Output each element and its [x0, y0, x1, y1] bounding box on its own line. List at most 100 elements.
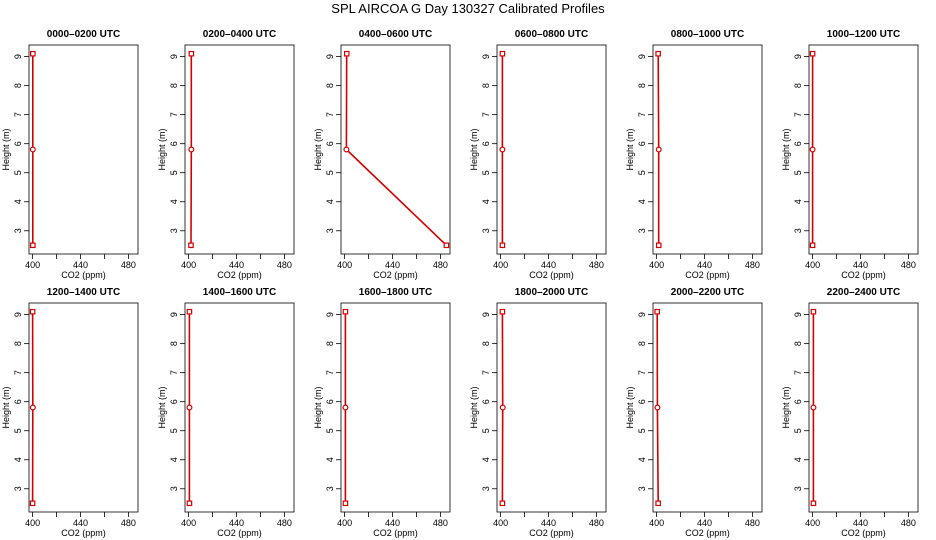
y-tick-label: 8 [481, 83, 491, 88]
y-tick-label: 5 [169, 428, 179, 433]
y-axis-label: Height (m) [313, 128, 323, 170]
y-tick-label: 4 [13, 199, 23, 204]
profile-point [342, 500, 349, 507]
y-tick-label: 4 [637, 457, 647, 462]
x-tick-label: 480 [433, 260, 448, 270]
y-tick-label: 4 [13, 457, 23, 462]
profile-point [29, 308, 36, 315]
x-tick-label: 480 [121, 518, 136, 528]
panel-title: 0000–0200 UTC [47, 29, 120, 40]
y-axis-label: Height (m) [625, 386, 635, 428]
y-tick-label: 3 [325, 228, 335, 233]
x-tick-label: 400 [493, 518, 508, 528]
y-tick-label: 8 [325, 83, 335, 88]
x-tick-label: 440 [385, 260, 400, 270]
profile-point [30, 50, 36, 57]
y-tick-label: 6 [13, 141, 23, 146]
x-axis-label: CO2 (ppm) [841, 528, 886, 538]
y-tick-label: 3 [637, 228, 647, 233]
page-title: SPL AIRCOA G Day 130327 Calibrated Profi… [331, 1, 605, 16]
plot-frame [652, 44, 763, 255]
x-axis-label: CO2 (ppm) [61, 528, 106, 538]
profile-point [810, 308, 817, 315]
x-tick-label: 400 [337, 260, 352, 270]
x-tick-label: 480 [901, 260, 916, 270]
y-tick-label: 3 [481, 228, 491, 233]
x-tick-label: 400 [805, 518, 820, 528]
plot-frame [496, 302, 607, 513]
x-axis-label: CO2 (ppm) [685, 270, 730, 280]
plot-frame [340, 44, 451, 255]
x-tick-label: 480 [589, 518, 604, 528]
y-tick-label: 9 [13, 312, 23, 317]
y-tick-label: 9 [325, 54, 335, 59]
y-tick-label: 9 [793, 312, 803, 317]
x-tick-label: 440 [229, 260, 244, 270]
profile-point [499, 242, 506, 249]
x-tick-label: 400 [493, 260, 508, 270]
plot-frame [808, 302, 919, 513]
y-tick-label: 5 [13, 170, 23, 175]
x-axis-label: CO2 (ppm) [529, 528, 574, 538]
x-tick-label: 480 [901, 518, 916, 528]
y-tick-label: 9 [169, 312, 179, 317]
plot-frame [28, 302, 139, 513]
x-tick-label: 480 [277, 260, 292, 270]
panel-title: 1400–1600 UTC [203, 287, 276, 298]
profile-point [188, 50, 195, 57]
x-axis-label: CO2 (ppm) [61, 270, 106, 280]
y-axis-label: Height (m) [781, 386, 791, 428]
profile-point [810, 500, 817, 507]
panel-title: 0800–1000 UTC [671, 29, 744, 40]
y-tick-label: 3 [169, 228, 179, 233]
x-tick-label: 480 [745, 260, 760, 270]
y-tick-label: 6 [325, 399, 335, 404]
y-tick-label: 6 [13, 399, 23, 404]
plot-frame [496, 44, 607, 255]
profile-point [188, 242, 194, 249]
panel-title: 0600–0800 UTC [515, 29, 588, 40]
profile-point [342, 308, 349, 315]
y-tick-label: 9 [13, 54, 23, 59]
y-tick-label: 5 [169, 170, 179, 175]
y-tick-label: 7 [481, 370, 491, 375]
x-tick-label: 400 [805, 260, 820, 270]
profile-point [499, 308, 506, 315]
profile-point [186, 308, 193, 315]
y-tick-label: 8 [169, 83, 179, 88]
panel-title: 1600–1800 UTC [359, 287, 432, 298]
x-tick-label: 440 [73, 518, 88, 528]
x-tick-label: 480 [121, 260, 136, 270]
profile-point [654, 308, 660, 315]
y-tick-label: 6 [793, 141, 803, 146]
y-tick-label: 3 [481, 486, 491, 491]
y-tick-label: 5 [13, 428, 23, 433]
profile-point [29, 404, 36, 411]
profile-point [343, 50, 350, 57]
y-axis-label: Height (m) [781, 128, 791, 170]
x-tick-label: 400 [181, 518, 196, 528]
y-axis-label: Height (m) [313, 386, 323, 428]
y-tick-label: 3 [13, 486, 23, 491]
y-tick-label: 8 [13, 341, 23, 346]
profile-point [809, 242, 816, 249]
x-axis-label: CO2 (ppm) [529, 270, 574, 280]
profile-point [809, 146, 816, 153]
y-tick-label: 7 [637, 112, 647, 117]
y-tick-label: 4 [637, 199, 647, 204]
x-tick-label: 480 [277, 518, 292, 528]
y-tick-label: 9 [325, 312, 335, 317]
y-tick-label: 8 [481, 341, 491, 346]
y-tick-label: 8 [637, 83, 647, 88]
profile-point [655, 242, 662, 249]
y-tick-label: 7 [481, 112, 491, 117]
y-tick-label: 9 [481, 54, 491, 59]
x-tick-label: 480 [745, 518, 760, 528]
plot-frame [808, 44, 919, 255]
profile-point [654, 404, 661, 411]
profile-point [499, 500, 506, 507]
y-tick-label: 4 [481, 457, 491, 462]
plot-frame [184, 302, 295, 513]
y-tick-label: 6 [481, 399, 491, 404]
